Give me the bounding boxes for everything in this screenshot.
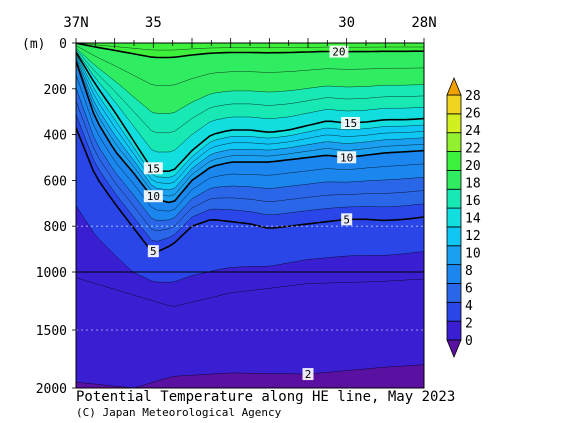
colorbar-box-6 — [446, 283, 462, 303]
colorbar-box-22 — [446, 132, 462, 152]
chart-title: Potential Temperature along HE line, May… — [76, 389, 456, 405]
contour-label-bg — [329, 45, 349, 58]
isotherm-7 — [76, 101, 424, 232]
lat-label-37: 37N — [63, 15, 88, 31]
colorbar-label-18: 18 — [465, 177, 481, 192]
contour-label-bg — [143, 162, 163, 175]
colorbar-top-arrow — [446, 76, 462, 96]
colorbar-label-16: 16 — [465, 194, 481, 209]
contour-label-bg — [147, 245, 159, 258]
colorbar-box-20 — [446, 151, 462, 171]
isotherm-20 — [76, 43, 424, 59]
isotherm-9 — [76, 74, 424, 212]
colorbar-label-12: 12 — [465, 229, 481, 244]
isotherm-11 — [76, 59, 424, 197]
contour-label-5-6: 5 — [150, 245, 157, 258]
depth-label-800: 800 — [44, 220, 67, 235]
isotherm-5 — [76, 127, 424, 253]
isotherm-10 — [76, 61, 424, 204]
depth-label-400: 400 — [44, 129, 67, 144]
colorbar-box-10 — [446, 245, 462, 266]
lat-label-28: 28N — [411, 15, 436, 31]
colorbar-bottom-arrow — [446, 339, 462, 359]
colorbar-label-24: 24 — [465, 124, 481, 139]
colorbar-label-14: 14 — [465, 212, 481, 227]
contour-labels: 20 15 15 10 10 5 5 2 — [143, 45, 361, 381]
colorbar-label-6: 6 — [465, 282, 473, 297]
isotherm-12 — [76, 57, 424, 191]
lat-label-35: 35 — [145, 15, 162, 31]
colorbar-box-14 — [446, 207, 462, 228]
depth-label-1000: 1000 — [36, 266, 67, 281]
isotherm-8 — [76, 87, 424, 221]
depth-label-2000: 2000 — [36, 382, 67, 397]
contour-label-5-5: 5 — [343, 213, 350, 226]
isotherm-6 — [76, 114, 424, 242]
colorbar-label-22: 22 — [465, 142, 481, 157]
isotherm-13 — [76, 55, 424, 184]
isotherm-21 — [76, 43, 424, 51]
depth-axis: 0 200 400 600 800 1000 1500 2000 — [36, 37, 76, 397]
colorbar-box-12 — [446, 226, 462, 247]
colorbar-box-2 — [446, 320, 462, 341]
isotherm-3 — [76, 277, 424, 307]
colorbar-box-16 — [446, 188, 462, 209]
isotherm-19 — [76, 45, 424, 86]
colorbar-label-20: 20 — [465, 159, 481, 174]
isotherm-14 — [76, 53, 424, 178]
contour-label-10-3: 10 — [340, 151, 353, 164]
contour-label-bg — [302, 368, 314, 381]
contour-label-bg — [337, 151, 357, 164]
top-axis: 37N 35 30 28N — [63, 15, 437, 48]
contour-label-bg — [341, 213, 353, 226]
depth-label-200: 200 — [44, 83, 67, 98]
isotherm-17 — [76, 49, 424, 134]
contour-label-bg — [143, 190, 163, 203]
contour-label-15-1: 15 — [344, 117, 357, 130]
lat-label-30: 30 — [338, 15, 355, 31]
chart-credit: (C) Japan Meteorological Agency — [76, 406, 282, 419]
contour-label-15-2: 15 — [147, 162, 160, 175]
colorbar-label-4: 4 — [465, 299, 473, 314]
isotherm-15 — [76, 51, 424, 172]
isotherm-lines — [76, 43, 424, 388]
contour-label-20-0: 20 — [332, 46, 345, 59]
depth-label-0: 0 — [59, 37, 67, 52]
depth-label-600: 600 — [44, 174, 67, 189]
colorbar-box-18 — [446, 169, 462, 190]
temperature-field — [76, 43, 424, 388]
isotherm-4 — [76, 205, 424, 283]
colorbar-label-2: 2 — [465, 317, 473, 332]
depth-label-1500: 1500 — [36, 324, 67, 339]
contour-label-10-4: 10 — [147, 190, 160, 203]
colorbar-box-24 — [446, 113, 462, 134]
colorbar-label-0: 0 — [465, 334, 473, 349]
colorbar-label-8: 8 — [465, 264, 473, 279]
isotherm-2 — [76, 364, 424, 388]
colorbar-label-26: 26 — [465, 107, 481, 122]
reference-lines — [76, 225, 424, 331]
depth-unit-label: (m) — [22, 37, 45, 52]
contour-label-bg — [341, 117, 361, 130]
isotherm-16 — [76, 50, 424, 153]
contour-label-2-7: 2 — [305, 368, 312, 381]
isotherm-18 — [76, 47, 424, 114]
colorbar-label-10: 10 — [465, 247, 481, 262]
colorbar-box-8 — [446, 264, 462, 284]
colorbar-box-26 — [446, 94, 462, 115]
colorbar-box-4 — [446, 301, 462, 322]
colorbar-label-28: 28 — [465, 89, 481, 104]
band-18 — [76, 43, 424, 114]
